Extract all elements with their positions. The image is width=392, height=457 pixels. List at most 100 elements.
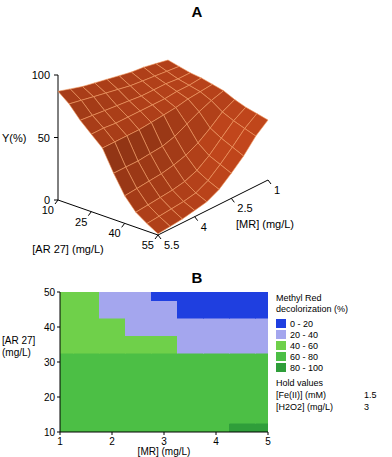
- legend-swatch: [276, 330, 286, 339]
- contour-cell: [203, 371, 229, 389]
- y-tick: [268, 180, 271, 184]
- y-tick: [57, 292, 60, 293]
- contour-cell: [125, 423, 151, 432]
- contour-cell: [177, 423, 203, 432]
- x-tick: [112, 432, 113, 435]
- contour-cell: [177, 388, 203, 406]
- x-tick: [122, 223, 125, 227]
- contour-cell: [203, 423, 229, 432]
- contour-cell: [73, 371, 99, 389]
- panel-b: B123451020304050[MR] (mg/L)[AR 27](mg/L)…: [2, 269, 377, 457]
- z-tick: [54, 137, 58, 138]
- contour-cell: [177, 336, 203, 354]
- legend-label: 80 - 100: [290, 363, 323, 373]
- y-tick: [57, 397, 60, 398]
- contour-cell: [73, 292, 99, 301]
- x-axis-label: [MR] (mg/L): [138, 446, 191, 457]
- y-tick: [57, 327, 60, 328]
- contour-cell: [229, 371, 255, 389]
- contour-cell: [229, 292, 255, 301]
- contour-cell: [203, 301, 229, 319]
- contour-cell: [229, 336, 255, 354]
- contour-cell: [255, 301, 268, 319]
- legend-label: 40 - 60: [290, 341, 318, 351]
- y-tick-label: 10: [44, 427, 56, 438]
- contour-cell: [99, 336, 125, 354]
- y-tick-label: 2.5: [237, 202, 252, 214]
- legend-title: decolorization (%): [276, 304, 348, 314]
- contour-cell: [203, 353, 229, 371]
- contour-cell: [60, 353, 73, 371]
- contour-cell: [73, 301, 99, 319]
- x-tick: [88, 212, 91, 216]
- contour-cell: [73, 423, 99, 432]
- contour-cell: [99, 388, 125, 406]
- contour-cell: [99, 353, 125, 371]
- contour-cell: [125, 336, 151, 354]
- z-axis-label: Y(%): [2, 132, 26, 144]
- panel-label: A: [192, 3, 203, 20]
- contour-cell: [255, 336, 268, 354]
- contour-cell: [151, 406, 177, 424]
- contour-cell: [255, 406, 268, 424]
- y-tick-label: 40: [44, 322, 56, 333]
- contour-cell: [203, 406, 229, 424]
- z-tick-label: 0: [44, 194, 50, 206]
- contour-cell: [99, 371, 125, 389]
- contour-cell: [255, 371, 268, 389]
- contour-cell: [99, 423, 125, 432]
- contour-cell: [177, 318, 203, 336]
- contour-cell: [203, 292, 229, 301]
- surface: [58, 60, 268, 234]
- z-tick: [54, 200, 58, 201]
- legend-swatch: [276, 341, 286, 350]
- contour-cell: [255, 388, 268, 406]
- y-axis-label: [MR] (mg/L): [236, 218, 294, 230]
- y-tick-label: 50: [44, 287, 56, 298]
- y-tick: [158, 235, 161, 239]
- contour-cell: [125, 318, 151, 336]
- contour-cell: [151, 353, 177, 371]
- contour-cell: [151, 318, 177, 336]
- panel-a: A1025405512.545.5050100[AR 27] (mg/L)[MR…: [2, 3, 294, 255]
- contour-cell: [60, 423, 73, 432]
- y-tick: [231, 198, 234, 202]
- surface-cell: [102, 142, 125, 173]
- contour-cell: [99, 406, 125, 424]
- contour-cell: [151, 371, 177, 389]
- hold-title: Hold values: [276, 378, 324, 388]
- contour-cell: [151, 301, 177, 319]
- contour-cell: [151, 423, 177, 432]
- contour-cell: [203, 318, 229, 336]
- contour-cell: [73, 406, 99, 424]
- contour-cell: [177, 353, 203, 371]
- contour-cell: [229, 301, 255, 319]
- legend-swatch: [276, 319, 286, 328]
- contour-cell: [255, 318, 268, 336]
- x-tick-label: 40: [108, 227, 120, 239]
- contour-cell: [60, 292, 73, 301]
- y-tick-label: 30: [44, 357, 56, 368]
- contour-cell: [151, 388, 177, 406]
- x-tick-label: 55: [142, 239, 154, 251]
- legend-label: 20 - 40: [290, 330, 318, 340]
- contour-cell: [125, 301, 151, 319]
- contour-cell: [229, 423, 255, 432]
- contour-cell: [125, 292, 151, 301]
- contour-cell: [229, 353, 255, 371]
- surface-cell: [147, 216, 170, 234]
- contour-cell: [60, 318, 73, 336]
- y-tick: [57, 362, 60, 363]
- y-tick-label: 20: [44, 392, 56, 403]
- panel-label: B: [192, 269, 203, 286]
- contour-cell: [255, 423, 268, 432]
- y-tick-label: 1: [274, 184, 280, 196]
- x-tick-label: 2: [109, 436, 115, 447]
- y-tick-label: 4: [201, 221, 207, 233]
- contour-cell: [203, 388, 229, 406]
- contour-cell: [99, 301, 125, 319]
- x-tick: [155, 235, 158, 239]
- contour-cell: [60, 301, 73, 319]
- contour-cell: [177, 406, 203, 424]
- z-tick-label: 100: [32, 69, 50, 81]
